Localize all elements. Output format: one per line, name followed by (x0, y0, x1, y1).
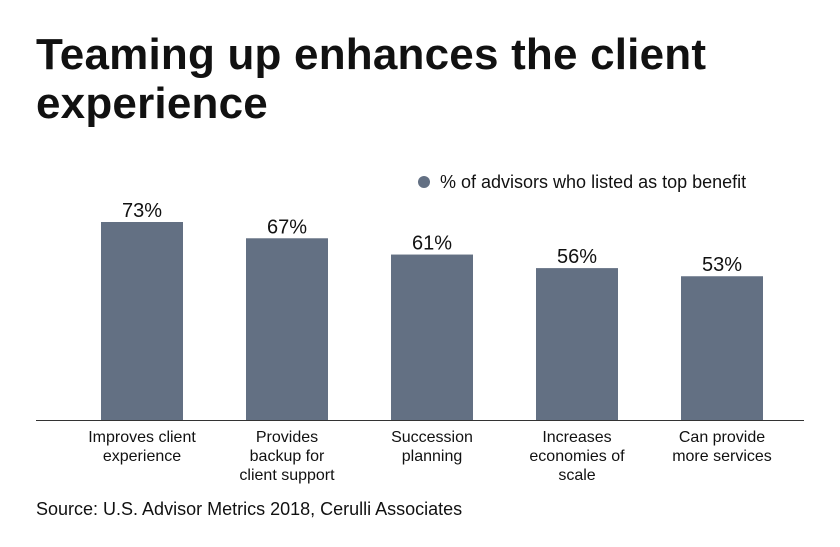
category-label-4: Increases economies of scale (529, 429, 625, 484)
value-label-1: 73% (122, 200, 162, 222)
legend-marker (418, 176, 430, 188)
category-label-line: scale (558, 467, 595, 484)
category-label-3: Succession planning (391, 429, 473, 465)
category-label-line: Improves client (88, 429, 196, 446)
legend-label: % of advisors who listed as top benefit (440, 171, 747, 192)
bar-4 (536, 268, 618, 420)
source-note: Source: U.S. Advisor Metrics 2018, Cerul… (36, 499, 463, 519)
category-label-5: Can provide more services (672, 429, 772, 465)
category-label-1: Improves client experience (88, 429, 196, 465)
category-label-line: Can provide (679, 429, 765, 446)
category-label-line: economies of (529, 448, 625, 465)
category-label-line: Provides (256, 429, 318, 446)
category-label-line: planning (402, 448, 463, 465)
value-label-4: 56% (557, 246, 597, 268)
category-label-line: experience (103, 448, 181, 465)
value-label-3: 61% (412, 233, 452, 255)
chart-title: Teaming up enhances the client experienc… (36, 30, 707, 128)
category-label-line: more services (672, 448, 772, 465)
bar-5 (681, 276, 763, 420)
category-labels-layer: Improves client experience Provides backup … (88, 429, 772, 484)
category-label-2: Provides backup for client support (239, 429, 335, 484)
value-label-2: 67% (267, 216, 307, 238)
category-label-line: Succession (391, 429, 473, 446)
bar-1 (101, 222, 183, 420)
category-label-line: backup for (250, 448, 325, 465)
bar-3 (391, 254, 473, 420)
category-label-line: Increases (542, 429, 611, 446)
value-labels-layer: 73% 67% 61% 56% 53% (122, 200, 742, 276)
category-label-line: client support (239, 467, 335, 484)
legend: % of advisors who listed as top benefit (418, 170, 746, 194)
value-label-5: 53% (702, 254, 742, 276)
bar-2 (246, 238, 328, 420)
bars-layer (101, 222, 763, 420)
